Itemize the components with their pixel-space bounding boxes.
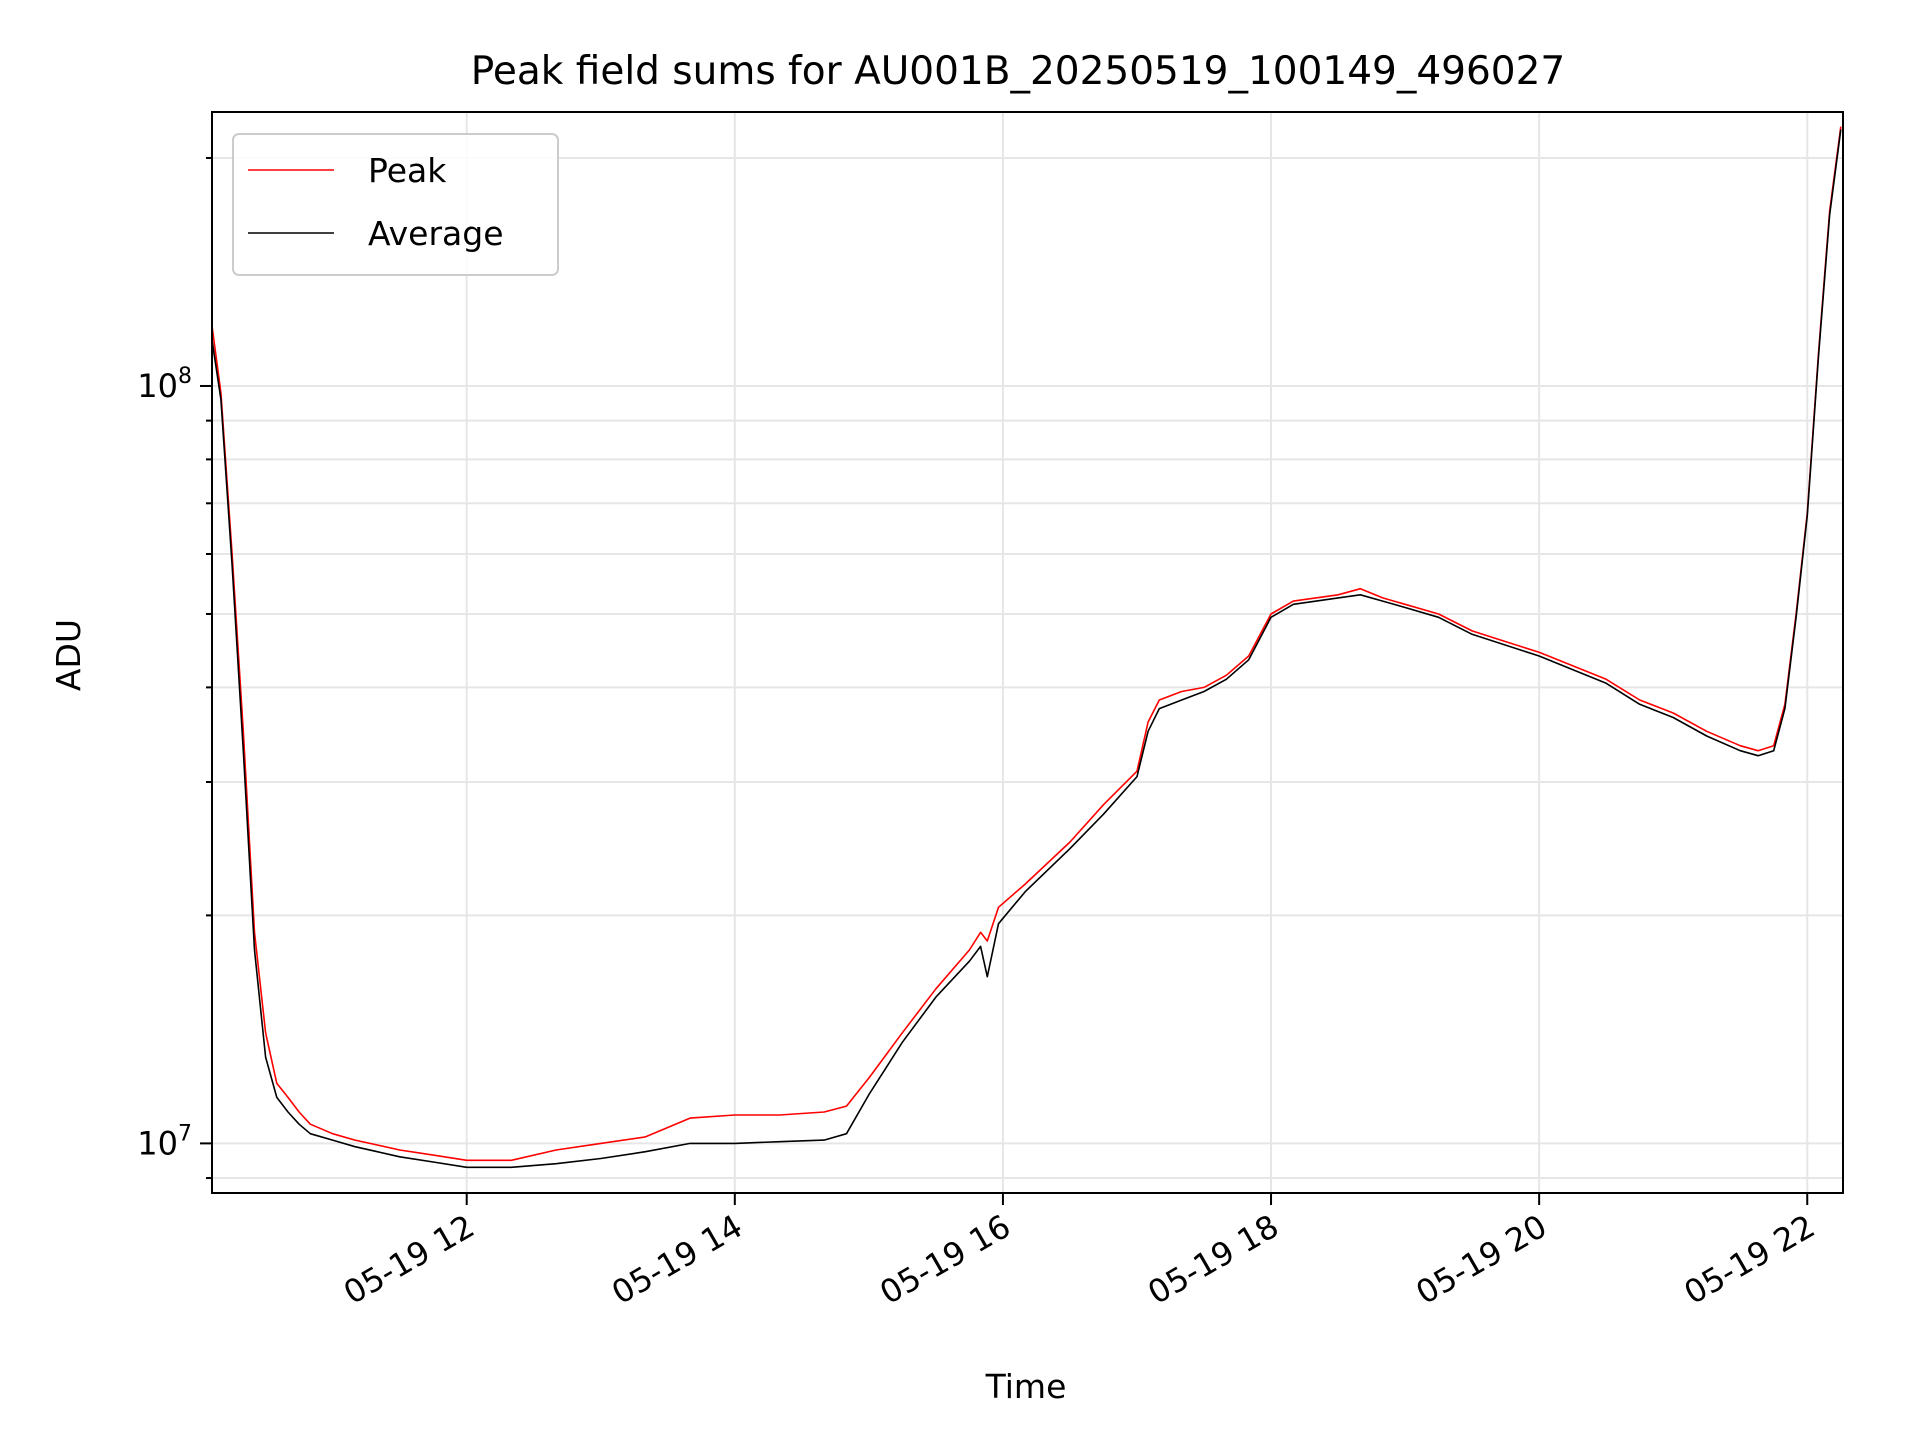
legend-label-average: Average xyxy=(368,214,504,253)
plot-lines xyxy=(211,126,1842,1169)
y-tick-label: 107 xyxy=(137,1121,192,1162)
series-line-peak xyxy=(211,126,1842,1162)
grid xyxy=(212,112,1843,1193)
x-axis-label: Time xyxy=(985,1367,1067,1406)
y-axis: 107 108 xyxy=(137,156,212,1180)
series-line-average xyxy=(211,129,1842,1169)
legend: Peak Average xyxy=(232,133,559,276)
legend-label-peak: Peak xyxy=(368,151,447,190)
axes-frame xyxy=(211,111,1844,1194)
chart-title: Peak field sums for AU001B_20250519_1001… xyxy=(471,49,1566,94)
y-axis-label: ADU xyxy=(49,619,88,691)
y-tick-label: 108 xyxy=(137,364,192,405)
